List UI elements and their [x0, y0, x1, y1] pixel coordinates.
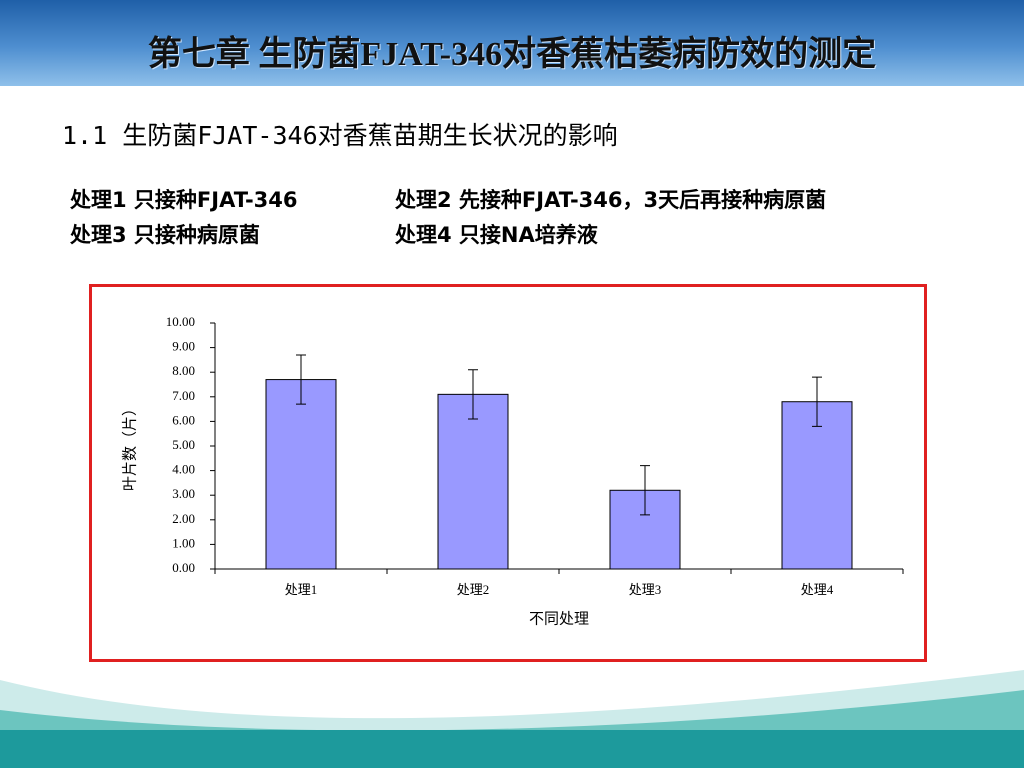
error-bar [468, 369, 478, 420]
footer-waves [0, 670, 1024, 768]
section-heading: 1.1 生防菌FJAT-346对香蕉苗期生长状况的影响 [62, 121, 618, 150]
error-bar [296, 354, 306, 405]
slide-title: 第七章 生防菌FJAT-346对香蕉枯萎病防效的测定 [147, 36, 877, 73]
y-tick-label: 0.00 [172, 560, 195, 575]
x-tick-label: 处理2 [457, 582, 490, 597]
y-tick-label: 4.00 [172, 462, 195, 477]
header-band [0, 0, 1024, 86]
y-tick-label: 6.00 [172, 412, 195, 427]
x-axis-title: 不同处理 [529, 610, 589, 627]
chart-frame [89, 284, 927, 662]
y-tick-label: 2.00 [172, 511, 195, 526]
y-tick-label: 7.00 [172, 388, 195, 403]
y-tick-label: 10.00 [166, 314, 195, 329]
x-tick-label: 处理3 [629, 582, 662, 597]
y-tick-label: 1.00 [172, 535, 195, 550]
error-bar [812, 376, 822, 427]
bar [437, 393, 509, 570]
treatment-note: 处理4 只接NA培养液 [395, 223, 598, 247]
y-tick-label: 8.00 [172, 363, 195, 378]
y-tick-label: 3.00 [172, 486, 195, 501]
treatment-note: 处理3 只接种病原菌 [70, 223, 260, 247]
bar [265, 379, 337, 570]
x-tick-label: 处理1 [285, 582, 318, 597]
y-tick-label: 9.00 [172, 339, 195, 354]
x-tick-label: 处理4 [801, 582, 834, 597]
error-bar [640, 465, 650, 516]
treatment-note: 处理1 只接种FJAT-346 [70, 188, 298, 212]
treatment-note: 处理2 先接种FJAT-346，3天后再接种病原菌 [395, 188, 827, 212]
y-tick-label: 5.00 [172, 437, 195, 452]
y-axis-title: 叶片数（片） [121, 401, 138, 491]
